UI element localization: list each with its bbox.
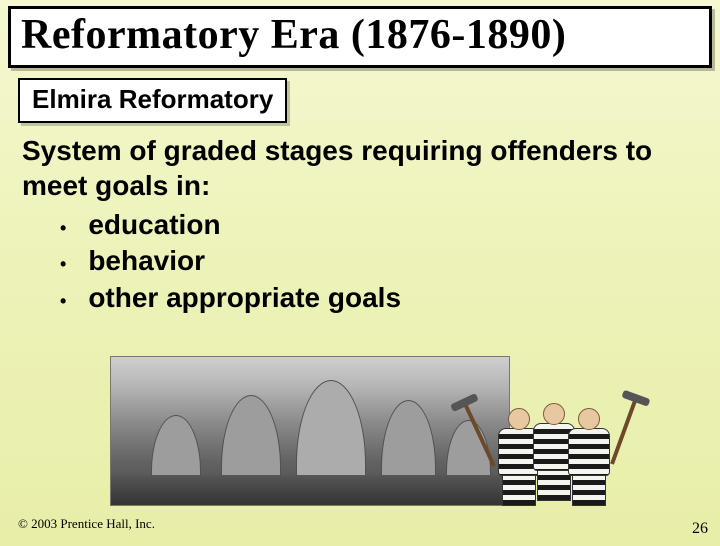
bullet-icon: • — [60, 290, 66, 313]
prisoners-clipart — [490, 356, 610, 506]
reformatory-photo — [110, 356, 510, 506]
bullet-icon: • — [60, 217, 66, 240]
prisoner-icon — [568, 411, 610, 506]
list-item: • education — [60, 207, 720, 243]
copyright-text: © 2003 Prentice Hall, Inc. — [18, 516, 155, 532]
bullet-list: • education • behavior • other appropria… — [60, 207, 720, 316]
bullet-label: other appropriate goals — [88, 280, 401, 316]
bullet-icon: • — [60, 253, 66, 276]
bullet-label: education — [88, 207, 220, 243]
body-intro: System of graded stages requiring offend… — [22, 133, 698, 203]
subtitle-box: Elmira Reformatory — [18, 78, 287, 123]
list-item: • other appropriate goals — [60, 280, 720, 316]
list-item: • behavior — [60, 243, 720, 279]
slide-subtitle: Elmira Reformatory — [32, 84, 273, 115]
slide-title: Reformatory Era (1876-1890) — [21, 11, 699, 59]
title-box: Reformatory Era (1876-1890) — [8, 6, 712, 68]
image-area — [110, 356, 610, 506]
page-number: 26 — [692, 520, 708, 538]
bullet-label: behavior — [88, 243, 205, 279]
